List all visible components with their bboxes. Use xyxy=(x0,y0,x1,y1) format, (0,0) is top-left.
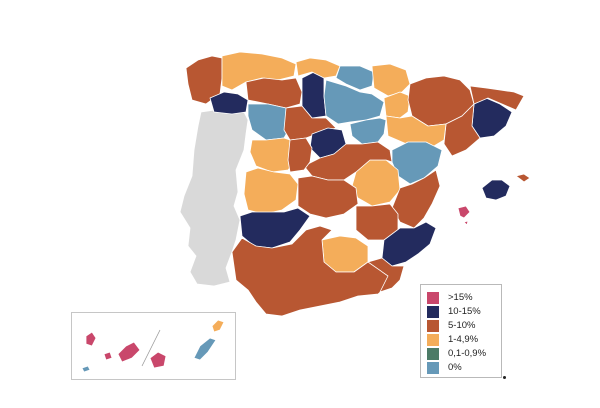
legend-swatch xyxy=(427,347,439,360)
region-toledo xyxy=(297,175,359,219)
legend-label: 5-10% xyxy=(448,320,476,331)
legend-swatch xyxy=(427,333,439,346)
region-catalonia-girona xyxy=(469,85,525,111)
legend-label: >15% xyxy=(448,292,473,303)
legend-swatch xyxy=(427,291,439,304)
region-navarra xyxy=(371,63,411,97)
region-asturias xyxy=(221,51,297,91)
corner-dot xyxy=(503,376,506,379)
inset-divider xyxy=(141,329,161,367)
legend-label: 1-4,9% xyxy=(448,334,479,345)
region-almeria xyxy=(367,257,405,293)
island-lanzarote xyxy=(211,319,225,333)
island-ibiza xyxy=(457,205,471,219)
region-catalonia-tarragona xyxy=(443,103,481,157)
legend-item: 10-15% xyxy=(427,305,481,318)
legend: >15% 10-15% 5-10% 1-4,9% 0,1-0,9% 0% xyxy=(420,284,502,378)
region-caceres xyxy=(243,167,299,215)
legend-item: 0,1-0,9% xyxy=(427,347,486,360)
island-tenerife xyxy=(117,341,141,363)
region-leon xyxy=(245,77,303,109)
island-la-gomera xyxy=(103,351,113,361)
portugal-region xyxy=(179,109,249,287)
island-la-palma xyxy=(85,331,97,347)
island-formentera xyxy=(463,220,469,226)
region-soria xyxy=(349,117,387,145)
island-gran-canaria xyxy=(149,351,167,369)
region-galicia-north xyxy=(185,55,223,105)
island-menorca xyxy=(515,173,531,183)
legend-swatch xyxy=(427,319,439,332)
island-fuerteventura xyxy=(193,337,217,361)
region-galicia-west xyxy=(209,91,249,115)
legend-label: 0,1-0,9% xyxy=(448,348,487,359)
region-basque xyxy=(335,65,375,91)
region-avila xyxy=(287,137,313,173)
legend-item: 0% xyxy=(427,361,462,374)
legend-label: 10-15% xyxy=(448,306,481,317)
legend-label: 0% xyxy=(448,362,462,373)
legend-item: >15% xyxy=(427,291,473,304)
region-cantabria xyxy=(295,57,341,79)
legend-item: 1-4,9% xyxy=(427,333,478,346)
island-mallorca xyxy=(481,179,511,201)
legend-item: 5-10% xyxy=(427,319,475,332)
canary-islands-inset-frame xyxy=(71,312,236,380)
legend-swatch xyxy=(427,305,439,318)
island-el-hierro xyxy=(81,365,91,373)
legend-swatch xyxy=(427,361,439,374)
region-zaragoza xyxy=(385,115,447,149)
region-burgos xyxy=(323,79,385,125)
